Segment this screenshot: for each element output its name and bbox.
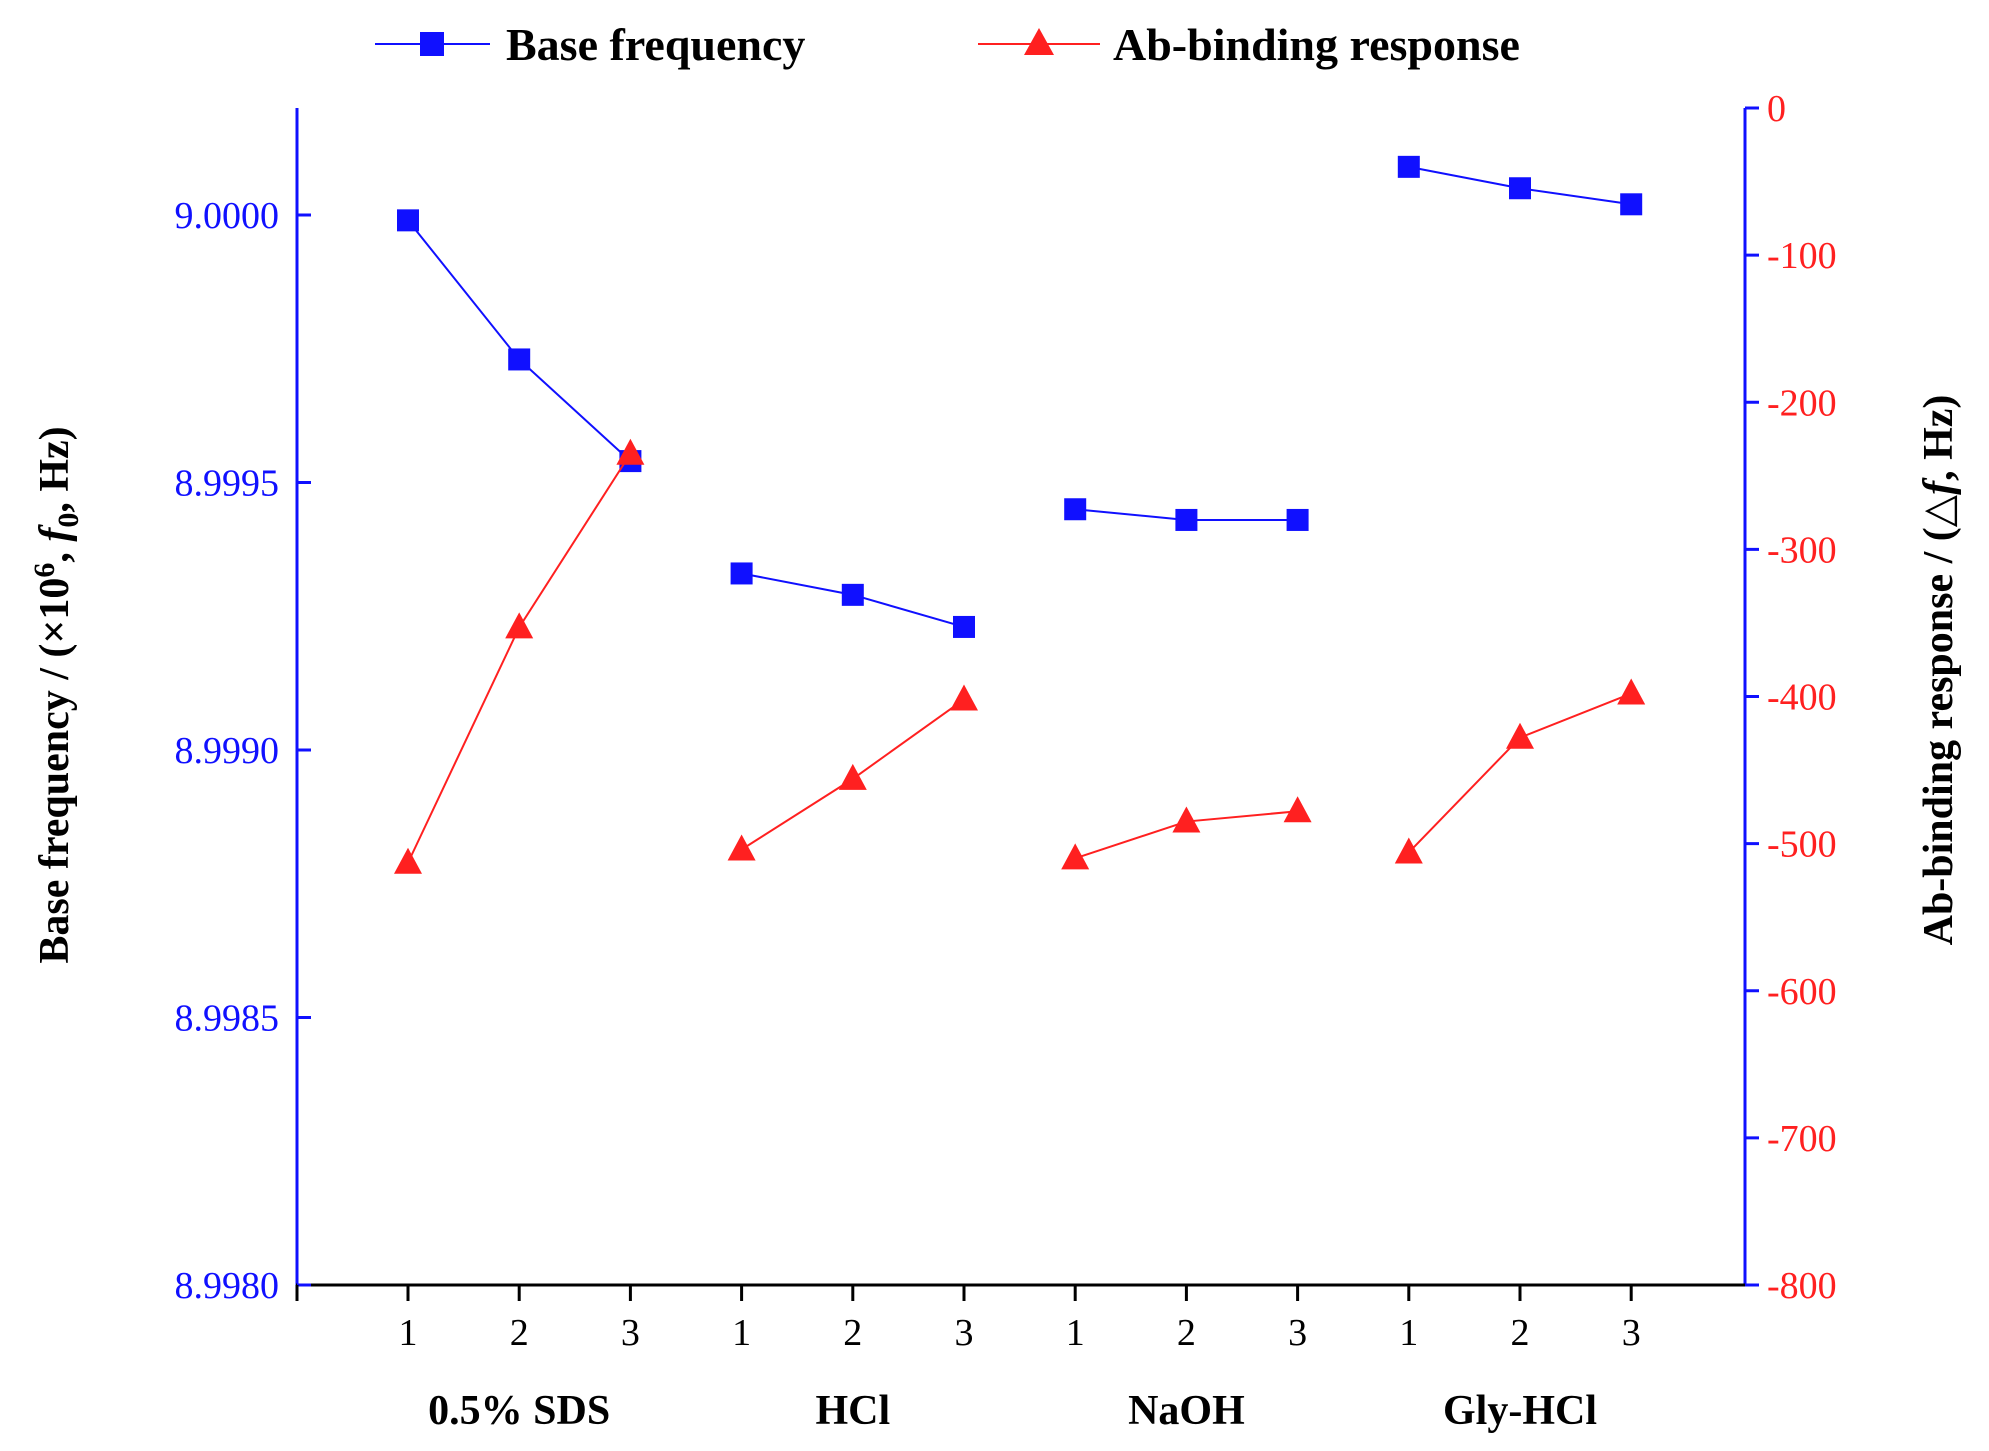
response-point [950, 684, 978, 711]
right-tick-label: -100 [1767, 235, 1837, 277]
base-point [1509, 177, 1531, 200]
x-tick-label: 2 [1177, 1312, 1196, 1354]
response-point [1394, 837, 1423, 864]
x-axis-ticks: 1 2 3 1 2 3 1 2 3 1 2 3 [295, 1285, 1641, 1354]
right-tick-label: -300 [1767, 529, 1837, 571]
left-axis-title: Base frequency / (×106, f0, Hz) [28, 426, 85, 963]
legend-response-marker [1024, 28, 1054, 55]
x-tick-label: 2 [843, 1312, 862, 1354]
base-point [1064, 498, 1087, 521]
base-point [841, 583, 864, 606]
x-tick-label: 3 [955, 1312, 974, 1354]
right-tick-label: -600 [1767, 971, 1837, 1013]
legend-base-label: Base frequency [506, 19, 805, 70]
series-layer [394, 155, 1646, 874]
group-label: NaOH [1128, 1388, 1245, 1434]
x-tick-label: 1 [399, 1312, 418, 1354]
x-tick-label: 1 [1399, 1312, 1418, 1354]
right-tick-label: -800 [1767, 1265, 1837, 1307]
right-tick-label: -200 [1767, 382, 1837, 424]
left-tick-label: 8.9980 [175, 1265, 280, 1307]
group-label: 0.5% SDS [428, 1388, 610, 1434]
x-tick-label: 3 [1288, 1312, 1307, 1354]
response-point [1061, 843, 1090, 870]
base-line-1 [407, 219, 632, 462]
left-tick-label: 8.9990 [175, 730, 280, 772]
left-tick-label: 8.9985 [175, 998, 280, 1040]
response-line-4 [1408, 692, 1632, 854]
legend-base-marker [420, 32, 444, 56]
response-point [727, 834, 756, 861]
response-point [394, 847, 422, 874]
response-point [838, 763, 867, 790]
x-tick-label: 3 [1622, 1312, 1641, 1354]
group-label: Gly-HCl [1443, 1388, 1597, 1434]
legend-response-label: Ab-binding response [1113, 19, 1520, 70]
x-tick-label: 2 [1511, 1312, 1530, 1354]
right-axis-ticks: 0 -100 -200 -300 -400 -500 -600 -700 -800 [1745, 88, 1837, 1307]
legend: Base frequency Ab-binding response [375, 19, 1520, 70]
x-tick-label: 2 [510, 1312, 529, 1354]
left-tick-label: 8.9995 [175, 463, 280, 505]
left-tick-label: 9.0000 [175, 195, 280, 237]
response-point [505, 612, 534, 639]
right-axis-title: Ab-binding response / (△f, Hz) [1916, 395, 1962, 946]
base-point [397, 209, 419, 232]
response-point [1617, 678, 1646, 705]
base-point [1175, 508, 1198, 531]
right-tick-label: -500 [1767, 824, 1837, 866]
group-label: HCl [815, 1388, 890, 1434]
response-point [1172, 806, 1201, 833]
base-point [1397, 155, 1420, 178]
x-tick-label: 3 [621, 1312, 640, 1354]
response-point [616, 438, 645, 465]
x-tick-label: 1 [732, 1312, 751, 1354]
base-point [953, 615, 975, 638]
base-point [730, 562, 753, 585]
right-tick-label: 0 [1767, 88, 1786, 130]
right-tick-label: -700 [1767, 1118, 1837, 1160]
x-tick-label: 1 [1066, 1312, 1085, 1354]
base-point [508, 348, 531, 371]
right-tick-label: -400 [1767, 677, 1837, 719]
response-point [1283, 796, 1312, 823]
left-axis-ticks: 8.9980 8.9985 8.9990 8.9995 9.0000 [175, 195, 311, 1307]
response-line-1 [407, 453, 632, 864]
base-point [1620, 193, 1643, 216]
base-point [1286, 508, 1309, 531]
response-point [1506, 722, 1534, 749]
group-labels: 0.5% SDS HCl NaOH Gly-HCl [428, 1388, 1597, 1434]
